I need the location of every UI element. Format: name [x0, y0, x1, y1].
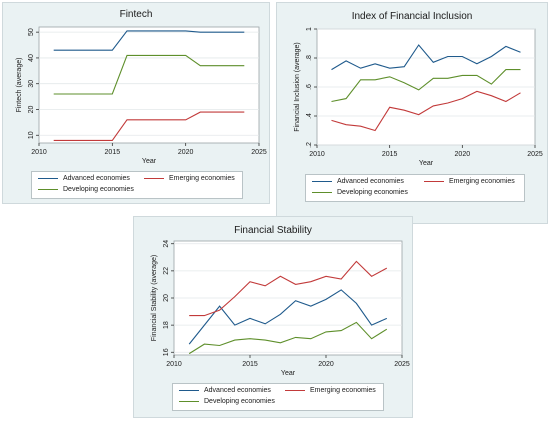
chart-title: Index of Financial Inclusion — [351, 11, 473, 22]
legend-label: Developing economies — [63, 186, 134, 193]
chart-panel-financial-inclusion: Index of Financial Inclusion .2 .4 .6 .8 1 20… — [276, 2, 548, 224]
legend-label: Developing economies — [337, 189, 408, 196]
legend-label: Advanced economies — [63, 175, 130, 182]
chart-plot: .2 .4 .6 .8 1 2010 2015 2020 2025 Year Financial I… — [294, 27, 543, 167]
x-tick-label: 2015 — [382, 151, 398, 158]
y-tick-label: 22 — [163, 267, 170, 275]
legend-item-emerging: Emerging economies — [424, 178, 515, 185]
legend-item-emerging: Emerging economies — [285, 387, 376, 394]
y-tick-label: 40 — [28, 54, 35, 62]
x-tick-label: 2020 — [455, 151, 471, 158]
series-line-advanced — [53, 30, 245, 51]
x-tick-label: 2010 — [166, 361, 182, 368]
x-axis-label: Year — [281, 370, 296, 377]
chart-panel-fintech: Fintech 10 20 30 40 50 2010 2015 2020 2025 Year Fi… — [2, 2, 270, 204]
plot-area — [38, 26, 260, 144]
legend-swatch — [285, 389, 305, 391]
legend-label: Emerging economies — [310, 387, 376, 394]
series-line-developing — [53, 54, 245, 95]
chart-title: Fintech — [119, 9, 153, 20]
x-tick-label: 2015 — [105, 149, 121, 156]
chart-legend: Advanced economies Emerging economies De… — [31, 171, 243, 199]
series-line-advanced — [331, 44, 521, 71]
y-tick-label: 50 — [28, 28, 35, 36]
legend-item-developing: Developing economies — [312, 189, 408, 196]
legend-label: Emerging economies — [449, 178, 515, 185]
series-line-advanced — [188, 289, 388, 345]
y-tick-label: 16 — [163, 348, 170, 356]
y-tick-label: 20 — [28, 105, 35, 113]
chart-legend: Advanced economies Emerging economies De… — [172, 383, 384, 411]
y-axis-label: Financial Inclusion (average) — [294, 42, 301, 132]
legend-item-emerging: Emerging economies — [144, 175, 235, 182]
x-axis-label: Year — [419, 160, 434, 167]
y-axis-label: Fintech (average) — [16, 58, 23, 113]
y-tick-label: 24 — [163, 240, 170, 248]
x-tick-label: 2010 — [309, 151, 325, 158]
x-tick-label: 2025 — [394, 361, 410, 368]
series-line-developing — [188, 321, 388, 355]
x-axis-label: Year — [142, 158, 157, 165]
legend-swatch — [38, 188, 58, 190]
legend-item-developing: Developing economies — [38, 186, 134, 193]
legend-item-advanced: Advanced economies — [38, 175, 130, 182]
x-tick-label: 2025 — [527, 151, 543, 158]
legend-label: Advanced economies — [337, 178, 404, 185]
chart-legend: Advanced economies Emerging economies De… — [305, 174, 525, 202]
y-tick-label: .4 — [306, 113, 313, 119]
legend-item-advanced: Advanced economies — [312, 178, 404, 185]
series-line-emerging — [331, 90, 521, 132]
x-tick-label: 2015 — [242, 361, 258, 368]
legend-swatch — [179, 400, 199, 402]
y-tick-label: 30 — [28, 80, 35, 88]
y-axis-label: Financial Stability (average) — [151, 255, 158, 341]
legend-item-advanced: Advanced economies — [179, 387, 271, 394]
legend-label: Developing economies — [204, 398, 275, 405]
x-tick-label: 2025 — [251, 149, 267, 156]
x-tick-label: 2010 — [31, 149, 47, 156]
legend-label: Advanced economies — [204, 387, 271, 394]
chart-plot: 16 18 20 22 24 2010 2015 2020 2025 Year Financial … — [151, 240, 410, 377]
chart-plot: 10 20 30 40 50 2010 2015 2020 2025 Year Fintech (a… — [16, 26, 267, 165]
legend-swatch — [424, 180, 444, 182]
y-tick-label: 20 — [163, 294, 170, 302]
legend-swatch — [312, 180, 332, 182]
series-line-emerging — [189, 260, 388, 317]
chart-panel-financial-stability: Financial Stability 16 18 20 22 24 2010 2015 20… — [133, 216, 413, 418]
legend-swatch — [179, 389, 199, 391]
x-tick-label: 2020 — [318, 361, 334, 368]
legend-swatch — [144, 177, 164, 179]
legend-label: Emerging economies — [169, 175, 235, 182]
y-tick-label: .6 — [306, 84, 313, 90]
legend-item-developing: Developing economies — [179, 398, 275, 405]
legend-swatch — [312, 191, 332, 193]
y-tick-label: 1 — [306, 27, 313, 31]
y-tick-label: 18 — [163, 321, 170, 329]
y-tick-label: .2 — [306, 142, 313, 148]
legend-swatch — [38, 177, 58, 179]
series-line-developing — [331, 69, 521, 103]
x-tick-label: 2020 — [178, 149, 194, 156]
chart-title: Financial Stability — [234, 225, 312, 236]
y-tick-label: .8 — [306, 55, 313, 61]
series-line-emerging — [53, 111, 245, 141]
y-tick-label: 10 — [28, 131, 35, 139]
